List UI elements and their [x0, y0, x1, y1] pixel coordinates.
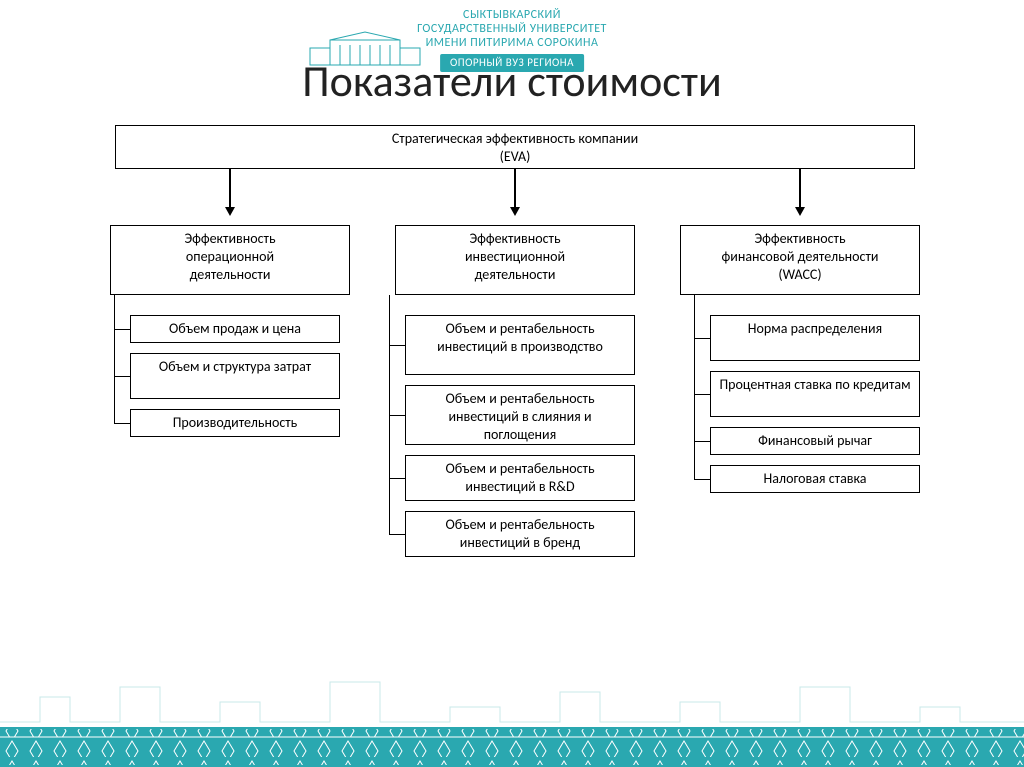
- arrow-down-icon: [799, 169, 801, 216]
- arrow-down-icon: [229, 169, 231, 216]
- connector-line: [389, 415, 405, 416]
- root-line2: (EVA): [122, 148, 908, 166]
- connector-line: [114, 295, 115, 423]
- branch-head-1: Эффективностьинвестиционнойдеятельности: [395, 225, 635, 295]
- connector-line: [694, 441, 710, 442]
- uni-line2: ГОСУДАРСТВЕННЫЙ УНИВЕРСИТЕТ: [417, 22, 607, 36]
- uni-line3: ИМЕНИ ПИТИРИМА СОРОКИНА: [417, 36, 607, 50]
- connector-line: [114, 423, 130, 424]
- branch-0-item-2: Производительность: [130, 409, 340, 437]
- uni-line1: СЫКТЫВКАРСКИЙ: [417, 8, 607, 22]
- connector-line: [389, 478, 405, 479]
- connector-line: [114, 376, 130, 377]
- branch-2-item-3: Налоговая ставка: [710, 465, 920, 493]
- connector-line: [389, 534, 405, 535]
- root-node: Стратегическая эффективность компании (E…: [115, 125, 915, 169]
- connector-line: [114, 329, 130, 330]
- connector-line: [389, 345, 405, 346]
- branch-head-0: Эффективностьоперационнойдеятельности: [110, 225, 350, 295]
- connector-line: [694, 338, 710, 339]
- connector-line: [694, 295, 695, 479]
- branch-0-item-1: Объем и структура затрат: [130, 353, 340, 399]
- connector-line: [694, 479, 710, 480]
- slide: СЫКТЫВКАРСКИЙ ГОСУДАРСТВЕННЫЙ УНИВЕРСИТЕ…: [0, 0, 1024, 767]
- branch-1-item-2: Объем и рентабельность инвестиций в R&D: [405, 455, 635, 501]
- arrow-down-icon: [514, 169, 516, 216]
- connector-line: [389, 295, 390, 534]
- branch-1-item-0: Объем и рентабельность инвестиций в прои…: [405, 315, 635, 375]
- branch-head-2: Эффективностьфинансовой деятельности(WAC…: [680, 225, 920, 295]
- branch-2-item-1: Процентная ставка по кредитам: [710, 371, 920, 417]
- branch-1-item-3: Объем и рентабельность инвестиций в брен…: [405, 511, 635, 557]
- root-line1: Стратегическая эффективность компании: [122, 130, 908, 148]
- page-title: Показатели стоимости: [0, 54, 1024, 108]
- footer-pattern-icon: [0, 697, 1024, 767]
- branch-0-item-0: Объем продаж и цена: [130, 315, 340, 343]
- connector-line: [694, 394, 710, 395]
- branch-1-item-1: Объем и рентабельность инвестиций в слия…: [405, 385, 635, 445]
- branch-2-item-2: Финансовый рычаг: [710, 427, 920, 455]
- branch-2-item-0: Норма распределения: [710, 315, 920, 361]
